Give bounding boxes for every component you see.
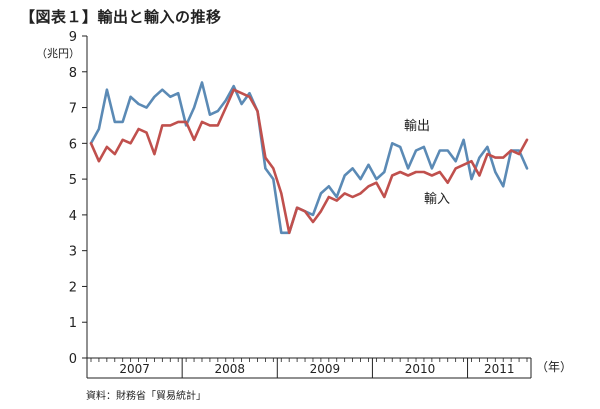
y-tick-label: 2 — [69, 280, 77, 295]
y-tick-label: 8 — [69, 66, 77, 81]
year-label: 2011 — [484, 362, 515, 376]
year-label: 2007 — [119, 362, 150, 376]
source-note: 資料：財務省「貿易統計」 — [86, 391, 206, 402]
y-tick-label: 9 — [69, 30, 77, 45]
chart-title: 【図表１】輸出と輸入の推移 — [20, 8, 222, 26]
y-tick-label: 7 — [69, 102, 77, 117]
year-label: 2010 — [405, 362, 436, 376]
x-axis-unit-label: （年） — [536, 360, 572, 374]
year-label: 2009 — [310, 362, 341, 376]
y-tick-label: 0 — [69, 352, 77, 367]
year-label: 2008 — [214, 362, 245, 376]
y-tick-label: 4 — [69, 209, 77, 224]
y-tick-label: 3 — [69, 245, 77, 260]
y-axis-unit-label: （兆円） — [36, 47, 80, 60]
y-tick-label: 1 — [69, 316, 77, 331]
series-line-import — [89, 88, 529, 235]
tick-labels: 0 1 2 3 4 5 6 7 8 9 2007 2008 2009 2010 2011 — [69, 30, 515, 376]
y-tick-label: 6 — [69, 137, 77, 152]
axes — [82, 35, 532, 379]
import-series-label: 輸入 — [424, 192, 450, 207]
series-line-export — [89, 81, 529, 235]
export-series-label: 輸出 — [404, 119, 430, 134]
series-lines — [89, 81, 529, 235]
y-tick-label: 5 — [69, 173, 77, 188]
